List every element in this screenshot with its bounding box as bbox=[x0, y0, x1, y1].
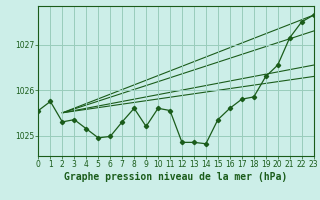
X-axis label: Graphe pression niveau de la mer (hPa): Graphe pression niveau de la mer (hPa) bbox=[64, 172, 288, 182]
